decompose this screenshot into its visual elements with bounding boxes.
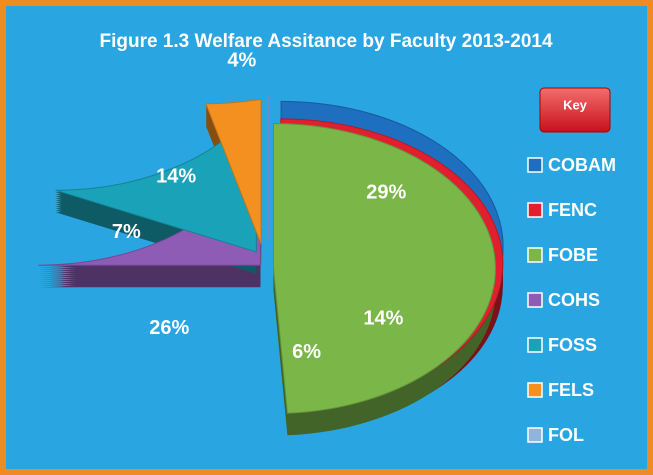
legend-title: Key xyxy=(563,97,588,112)
data-label: 4% xyxy=(227,50,256,72)
data-label: 29% xyxy=(366,181,406,203)
legend-title-box xyxy=(539,87,611,133)
legend-label: COBAM xyxy=(548,155,616,175)
legend-label: FOL xyxy=(548,425,584,445)
data-label: 7% xyxy=(112,221,141,243)
legend-swatch xyxy=(527,157,543,173)
slice xyxy=(272,123,496,414)
data-label: 14% xyxy=(363,308,403,330)
legend-swatch xyxy=(527,247,543,263)
legend-swatch xyxy=(527,202,543,218)
data-label: 6% xyxy=(292,341,321,363)
legend-label: FOSS xyxy=(548,335,597,355)
legend-label: FOBE xyxy=(548,245,598,265)
slice xyxy=(205,98,262,245)
legend-label: COHS xyxy=(548,290,600,310)
legend-label: FELS xyxy=(548,380,594,400)
legend-swatch xyxy=(527,292,543,308)
data-label: 26% xyxy=(149,317,189,339)
data-label: 14% xyxy=(156,165,196,187)
chart-title: Figure 1.3 Welfare Assitance by Faculty … xyxy=(99,31,552,52)
legend-swatch xyxy=(527,427,543,443)
legend-swatch xyxy=(527,337,543,353)
legend-label: FENC xyxy=(548,200,597,220)
legend-swatch xyxy=(527,382,543,398)
